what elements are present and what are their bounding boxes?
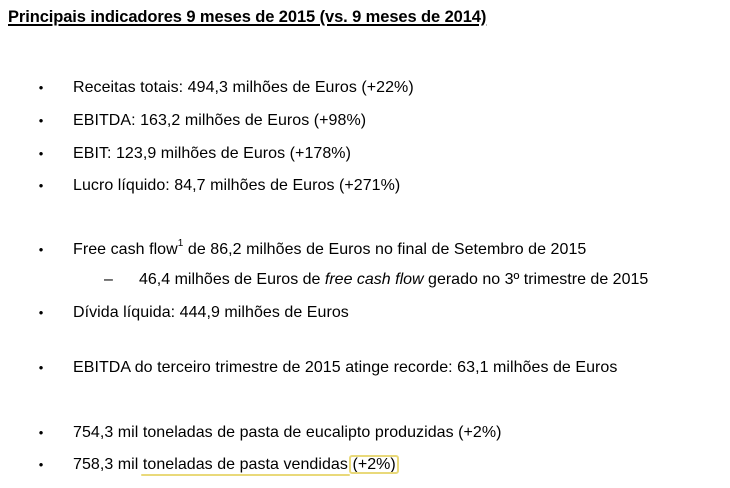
- item-text: Free cash flow1 de 86,2 milhões de Euros…: [73, 238, 586, 262]
- highlight-box: [349, 455, 399, 474]
- sub-item-text-part: 46,4 milhões de Euros de: [139, 271, 325, 288]
- bullet-icon: •: [38, 242, 44, 257]
- bullet-icon: •: [38, 80, 44, 95]
- dash-icon: –: [104, 271, 113, 288]
- item-text-part: de 86,2 milhões de Euros no final de Set…: [183, 241, 587, 258]
- item-text: Lucro líquido: 84,7 milhões de Euros (+2…: [73, 177, 401, 194]
- bullet-icon: •: [38, 360, 44, 375]
- bullet-icon: •: [38, 425, 44, 440]
- item-text: Dívida líquida: 444,9 milhões de Euros: [73, 304, 349, 321]
- item-text: 754,3 mil toneladas de pasta de eucalipt…: [73, 424, 502, 441]
- item-text: Receitas totais: 494,3 milhões de Euros …: [73, 79, 414, 96]
- highlighted-text: toneladas de pasta vendidas: [142, 456, 348, 473]
- boxed-text: (+2%): [352, 456, 396, 473]
- footnote-marker: 1: [177, 237, 184, 249]
- item-text: EBIT: 123,9 milhões de Euros (+178%): [73, 145, 351, 162]
- bullet-icon: •: [38, 457, 44, 472]
- bullet-icon: •: [38, 178, 44, 193]
- highlight-underline: [140, 474, 350, 476]
- item-text: 758,3 mil toneladas de pasta vendidas (+…: [73, 453, 396, 477]
- item-text-part: Free cash flow: [73, 241, 178, 258]
- sub-item-emphasis: free cash flow: [324, 271, 424, 288]
- item-text-part: 758,3 mil: [73, 456, 143, 473]
- sub-item-text: 46,4 milhões de Euros de free cash flow …: [139, 268, 648, 292]
- bullet-icon: •: [38, 113, 44, 128]
- item-text: EBITDA: 163,2 milhões de Euros (+98%): [73, 112, 367, 129]
- bullet-icon: •: [38, 146, 44, 161]
- sub-item-text-part: gerado no 3º trimestre de 2015: [423, 271, 649, 288]
- bullet-icon: •: [38, 305, 44, 320]
- item-text: EBITDA do terceiro trimestre de 2015 ati…: [73, 359, 618, 376]
- page-title: Principais indicadores 9 meses de 2015 (…: [8, 8, 487, 26]
